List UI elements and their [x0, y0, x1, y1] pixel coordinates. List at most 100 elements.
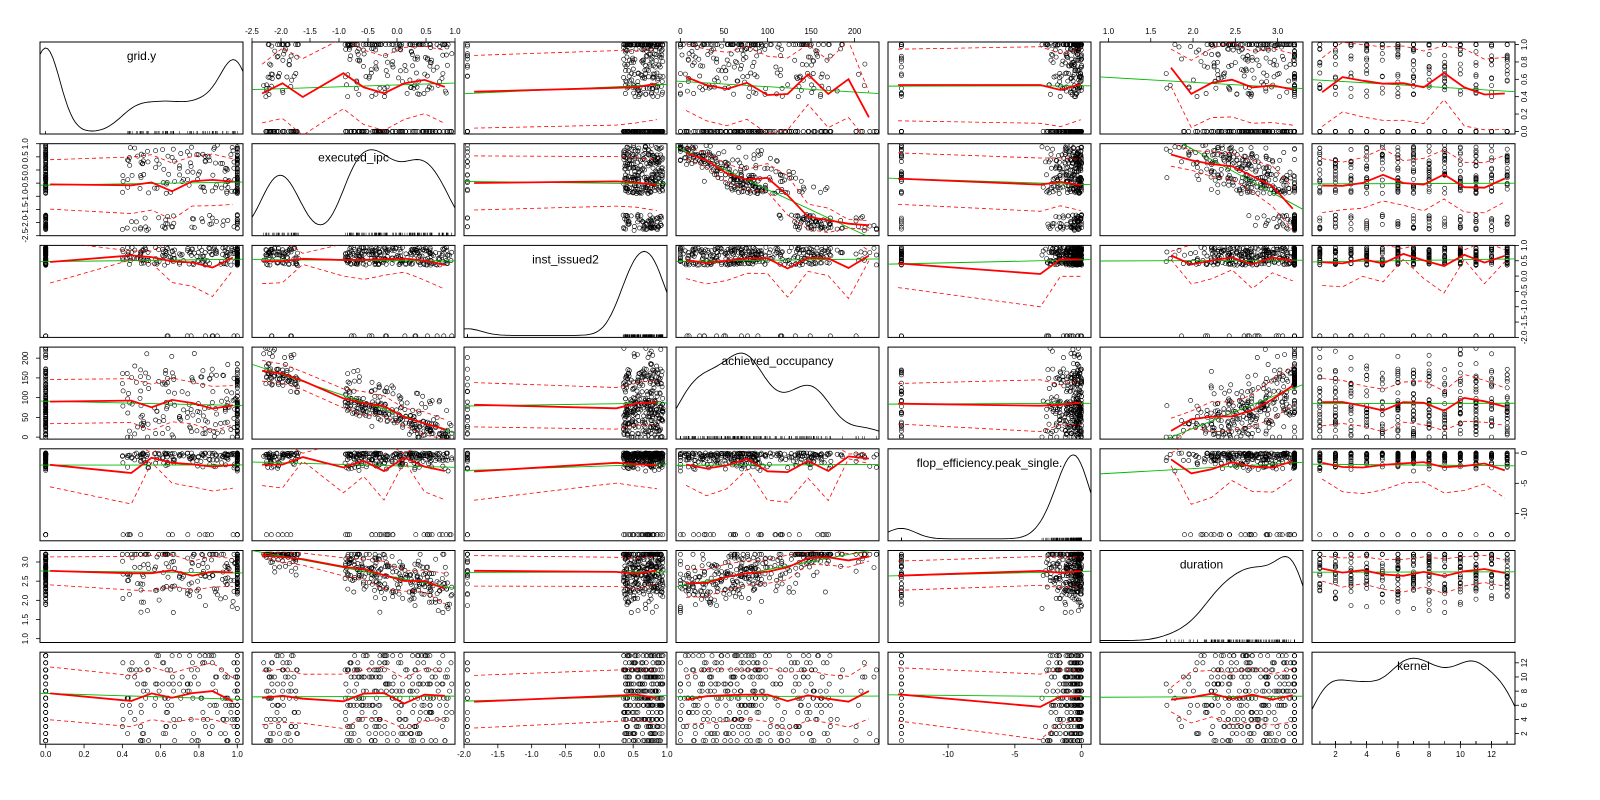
- data-point: [653, 128, 659, 134]
- data-point: [1426, 52, 1432, 57]
- data-point: [1062, 159, 1068, 165]
- data-point: [464, 63, 470, 68]
- data-point: [414, 84, 420, 90]
- data-point: [768, 155, 773, 161]
- data-point: [1426, 226, 1432, 232]
- data-point: [1211, 64, 1217, 70]
- data-point: [200, 184, 206, 190]
- data-point: [1243, 56, 1248, 62]
- data-point: [293, 71, 299, 76]
- data-point: [874, 226, 879, 231]
- data-point: [353, 86, 359, 92]
- data-point: [129, 245, 135, 250]
- data-point: [1258, 42, 1263, 47]
- data-point: [638, 213, 644, 219]
- data-point: [209, 333, 215, 338]
- data-point: [188, 163, 194, 169]
- data-point: [715, 128, 721, 134]
- data-point: [689, 48, 695, 54]
- data-point: [43, 190, 49, 195]
- data-point: [132, 226, 138, 232]
- data-point: [213, 218, 219, 224]
- data-point: [1069, 92, 1075, 97]
- data-point: [171, 252, 177, 258]
- data-point: [164, 180, 170, 185]
- data-point: [1225, 128, 1231, 134]
- data-point: [1457, 182, 1463, 188]
- data-point: [1191, 77, 1196, 83]
- data-point: [1364, 144, 1370, 150]
- data-point: [899, 215, 904, 221]
- data-point: [222, 245, 228, 250]
- data-point: [698, 63, 703, 69]
- data-point: [220, 222, 226, 228]
- data-point: [211, 145, 217, 150]
- data-point: [207, 221, 213, 227]
- data-point: [127, 145, 133, 151]
- data-point: [730, 157, 736, 163]
- panel-content: [40, 143, 243, 233]
- data-point: [644, 174, 650, 180]
- data-point: [624, 188, 630, 194]
- data-point: [189, 246, 195, 252]
- data-point: [1254, 57, 1260, 63]
- data-point: [651, 153, 656, 159]
- data-point: [731, 64, 737, 70]
- data-point: [655, 224, 661, 229]
- data-point: [772, 128, 778, 134]
- data-point: [624, 79, 629, 85]
- data-point: [642, 144, 648, 150]
- data-point: [286, 128, 292, 134]
- data-point: [734, 177, 740, 183]
- panel-grid.y-vs-kernel: [1311, 41, 1516, 135]
- data-point: [355, 42, 360, 47]
- data-point: [622, 166, 628, 172]
- data-point: [383, 247, 388, 253]
- data-point: [132, 247, 138, 253]
- data-point: [141, 172, 147, 177]
- data-point: [268, 62, 274, 68]
- data-point: [383, 68, 389, 74]
- smooth-upper-spread: [1172, 143, 1294, 188]
- data-point: [1076, 226, 1082, 232]
- data-point: [805, 220, 810, 226]
- data-point: [779, 128, 785, 134]
- data-point: [234, 216, 240, 222]
- data-point: [402, 333, 408, 338]
- data-point: [234, 191, 240, 196]
- data-point: [685, 128, 691, 134]
- data-point: [1271, 43, 1277, 49]
- data-point: [189, 252, 194, 258]
- data-point: [1504, 71, 1510, 77]
- data-point: [1067, 128, 1073, 134]
- data-point: [345, 94, 351, 99]
- panel-grid.y-vs-inst_issued2: [463, 41, 668, 135]
- panel-content: [1312, 143, 1515, 233]
- data-point: [352, 252, 357, 258]
- data-point: [402, 63, 408, 68]
- data-point: [43, 177, 49, 183]
- data-point: [678, 91, 683, 97]
- data-point: [700, 128, 706, 134]
- data-point: [389, 42, 395, 47]
- data-point: [1333, 223, 1338, 229]
- data-point: [378, 42, 383, 47]
- data-point: [1193, 128, 1198, 134]
- data-point: [207, 246, 213, 251]
- data-point: [655, 146, 660, 152]
- panel-content: [464, 42, 667, 134]
- data-point: [1364, 226, 1370, 232]
- data-point: [1364, 42, 1370, 47]
- data-point: [623, 91, 628, 96]
- data-point: [1234, 157, 1240, 163]
- data-point: [439, 251, 445, 257]
- data-point: [1077, 58, 1083, 64]
- data-point: [1317, 152, 1323, 157]
- data-point: [632, 224, 637, 229]
- data-point: [347, 57, 353, 62]
- data-point: [1348, 42, 1354, 47]
- data-point: [638, 162, 644, 168]
- data-point: [43, 146, 49, 152]
- data-point: [1379, 45, 1385, 50]
- smooth-lower-spread: [262, 108, 446, 134]
